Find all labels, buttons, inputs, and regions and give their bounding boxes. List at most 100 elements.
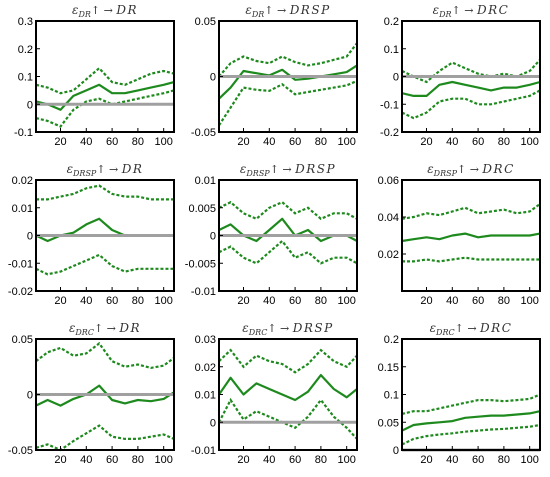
irf-panel-3: εDR↑ → DRC 0.2 0.1 0 -0.1 -0.2 20 40 60 80 100 — [366, 0, 549, 159]
series-mean — [218, 374, 358, 402]
series-lower — [402, 256, 540, 263]
x-tick-label: 60 — [472, 454, 484, 466]
panel-title: εDR↑ → DRC — [433, 3, 510, 19]
x-tick-label: 60 — [106, 454, 118, 466]
title-shock: DR — [438, 10, 451, 19]
x-tick-label: 20 — [420, 454, 432, 466]
x-tick-label: 80 — [498, 295, 510, 307]
x-tick-label: 20 — [420, 295, 432, 307]
irf-chart-svg: εDRC↑ → DRC 0.2 0.15 0.1 0.05 0 20 40 60 80 100 — [378, 321, 541, 466]
y-tick-label: 0 — [27, 231, 33, 243]
x-tick-label: 80 — [498, 454, 510, 466]
irf-chart-svg: εDR↑ → DR 0.3 0.2 0.1 0 -0.1 20 40 60 80 100 — [14, 3, 175, 148]
series-lower — [218, 79, 358, 126]
y-tick-label: 0.15 — [378, 362, 399, 374]
y-tick-label: 0.02 — [12, 175, 33, 187]
series-lower — [35, 253, 174, 276]
series-mean — [35, 81, 175, 111]
plot-frame — [401, 338, 541, 451]
irf-panel-4: εDRSP↑ → DR 0.02 0.01 0 -0.01 -0.02 20 40 60 80 10… — [0, 159, 183, 318]
x-tick-label: 100 — [338, 454, 356, 466]
title-shock: DR — [251, 10, 264, 19]
x-tick-label: 20 — [237, 295, 249, 307]
title-response: DRSP — [289, 3, 331, 17]
x-tick-label: 100 — [155, 295, 173, 307]
y-tick-label: -0.05 — [191, 127, 216, 139]
y-tick-label: -0.01 — [191, 286, 216, 298]
y-tick-label: -0.01 — [8, 258, 33, 270]
title-shock: DRSP — [433, 169, 458, 178]
y-tick-label: -0.005 — [185, 258, 216, 270]
y-tick-label: 0.2 — [384, 334, 399, 346]
x-tick-label: 20 — [54, 295, 66, 307]
irf-panel-6: εDRSP↑ → DRC 0.06 0.04 0.02 20 40 60 80 100 — [366, 159, 549, 318]
y-tick-label: 0 — [27, 99, 33, 111]
series-upper — [401, 393, 541, 415]
x-tick-label: 60 — [289, 295, 301, 307]
title-response: DRSP — [294, 162, 336, 176]
plot-frame — [218, 338, 358, 451]
x-tick-label: 40 — [263, 454, 275, 466]
x-tick-label: 100 — [155, 136, 173, 148]
irf-chart-svg: εDRSP↑ → DRSP 0.01 0.005 0 -0.005 -0.01 20 40 60… — [185, 162, 358, 307]
y-tick-label: -0.1 — [380, 99, 399, 111]
series-mean — [401, 410, 541, 432]
y-tick-label: 0.02 — [195, 362, 216, 374]
series-upper — [218, 348, 358, 374]
title-response: DRC — [476, 3, 509, 17]
series-lower — [218, 397, 358, 440]
irf-chart-svg: εDRC↑ → DR 0.05 0 -0.05 20 40 60 80 100 — [8, 321, 175, 466]
irf-panel-8: εDRC↑ → DRSP 0.03 0.02 0.01 0 -0.01 20 40 60 80 10… — [183, 318, 366, 477]
series-lower — [35, 89, 175, 128]
irf-panel-9: εDRC↑ → DRC 0.2 0.15 0.1 0.05 0 20 40 60 80 100 — [366, 318, 549, 477]
x-tick-label: 20 — [237, 454, 249, 466]
x-tick-label: 100 — [338, 136, 356, 148]
x-tick-label: 20 — [54, 454, 66, 466]
irf-chart-svg: εDRSP↑ → DR 0.02 0.01 0 -0.01 -0.02 20 40 60 80 10… — [8, 162, 175, 307]
x-tick-label: 40 — [80, 454, 92, 466]
y-tick-label: 0.3 — [18, 16, 33, 28]
series-mean — [218, 64, 358, 100]
x-tick-label: 60 — [106, 136, 118, 148]
y-tick-label: 0.005 — [188, 203, 216, 215]
y-tick-label: 0.1 — [384, 44, 399, 56]
x-tick-label: 80 — [132, 295, 144, 307]
x-tick-label: 40 — [80, 295, 92, 307]
irf-panel-2: εDR↑ → DRSP 0.05 0 -0.05 20 40 60 80 100 — [183, 0, 366, 159]
series-mean — [401, 232, 541, 243]
series-mean — [401, 80, 541, 97]
x-tick-label: 60 — [472, 295, 484, 307]
x-tick-label: 100 — [338, 295, 356, 307]
x-tick-label: 80 — [315, 295, 327, 307]
y-tick-label: 0 — [210, 72, 216, 84]
title-response: DRC — [481, 162, 514, 176]
irf-chart-svg: εDRSP↑ → DRC 0.06 0.04 0.02 20 40 60 80 100 — [378, 162, 541, 307]
y-tick-label: 0.04 — [378, 212, 399, 224]
y-tick-label: -0.02 — [8, 286, 33, 298]
x-tick-label: 60 — [106, 295, 118, 307]
title-response: DR — [118, 321, 141, 335]
y-tick-label: -0.05 — [8, 445, 33, 457]
y-tick-label: 0.05 — [378, 417, 399, 429]
x-tick-label: 40 — [446, 454, 458, 466]
x-tick-label: 80 — [315, 454, 327, 466]
x-tick-label: 100 — [155, 454, 173, 466]
y-tick-label: 0.05 — [12, 334, 33, 346]
y-tick-label: 0.01 — [195, 175, 216, 187]
series-upper — [218, 200, 358, 221]
x-tick-label: 20 — [54, 136, 66, 148]
y-tick-label: 0 — [27, 390, 33, 402]
series-mean — [35, 217, 174, 243]
title-shock: DRC — [74, 328, 94, 337]
y-tick-label: 0.05 — [195, 16, 216, 28]
y-tick-label: 0 — [210, 417, 216, 429]
panel-title: εDR↑ → DR — [72, 3, 138, 19]
y-tick-label: -0.1 — [14, 127, 33, 139]
x-tick-label: 100 — [521, 295, 539, 307]
y-tick-label: 0.2 — [384, 16, 399, 28]
x-tick-label: 40 — [263, 295, 275, 307]
x-tick-label: 60 — [289, 136, 301, 148]
series-lower — [401, 89, 541, 120]
y-tick-label: 0 — [210, 231, 216, 243]
